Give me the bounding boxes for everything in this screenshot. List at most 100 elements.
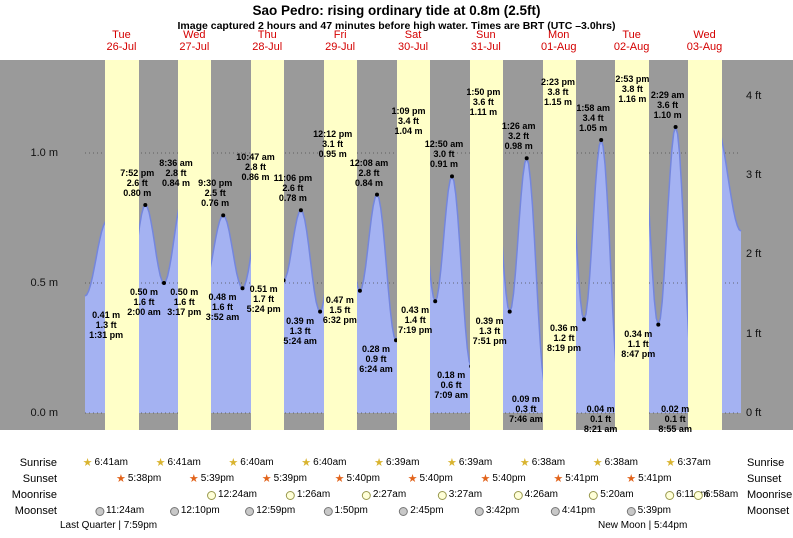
low-tide-annotation: 0.36 m 1.2 ft 8:19 pm (546, 323, 582, 354)
day-band (178, 60, 212, 430)
moon-phase-note-left: Last Quarter | 7:59pm (60, 520, 158, 531)
moonrise-time: 5:20am (589, 489, 634, 501)
sunrise-time: ★ 6:41am (155, 456, 201, 469)
moonrise-icon (437, 490, 447, 500)
sunrise-star-icon: ★ (446, 456, 457, 469)
day-band (251, 60, 285, 430)
moonset-icon (474, 506, 484, 516)
high-tide-annotation: 9:30 pm 2.5 ft 0.76 m (198, 178, 233, 209)
moonset-icon (323, 506, 333, 516)
sunrise-time: ★ 6:39am (446, 456, 493, 469)
day-label: Mon 01-Aug (541, 29, 577, 53)
moonset-icon (626, 506, 636, 516)
high-tide-annotation: 11:06 pm 2.6 ft 0.78 m (273, 173, 313, 204)
moonrise-time: 4:26am (513, 489, 558, 501)
low-tide-annotation: 0.41 m 1.3 ft 1:31 pm (89, 310, 124, 341)
day-label: Fri 29-Jul (325, 29, 356, 53)
almanac-row-label-sunset: Sunset (22, 473, 57, 485)
sunset-time: ★ 5:40pm (334, 472, 380, 485)
moonset-icon (399, 506, 409, 516)
sunrise-star-icon: ★ (228, 456, 239, 469)
day-band (688, 60, 722, 430)
y-axis-label-feet: 3 ft (746, 169, 762, 182)
almanac-row-label-sunrise: Sunrise (19, 457, 57, 469)
high-tide-annotation: 1:50 pm 3.6 ft 1.11 m (466, 87, 501, 118)
high-tide-dot (298, 208, 303, 213)
high-tide-dot (450, 174, 454, 179)
sunset-star-icon: ★ (261, 472, 272, 485)
sunset-time: ★ 5:41pm (626, 472, 672, 485)
sunrise-star-icon: ★ (374, 456, 385, 469)
day-label: Tue 02-Aug (613, 29, 650, 53)
high-tide-annotation: 12:12 pm 3.1 ft 0.95 m (313, 129, 353, 159)
high-tide-dot (221, 213, 226, 218)
moonrise-icon (665, 490, 675, 500)
low-tide-dot (433, 299, 438, 304)
low-tide-annotation: 0.18 m 0.6 ft 7:09 am (434, 370, 468, 401)
low-tide-annotation: 0.50 m 1.6 ft 2:00 am (127, 287, 161, 317)
almanac-row-label-moonrise: Moonrise (11, 489, 57, 501)
sunrise-star-icon: ★ (82, 456, 93, 469)
y-axis-label-feet: 1 ft (746, 327, 762, 340)
day-band (396, 60, 431, 430)
low-tide-annotation: 0.34 m 1.1 ft 8:47 pm (621, 328, 656, 359)
low-tide-annotation: 0.39 m 1.3 ft 5:24 am (283, 315, 317, 346)
high-tide-annotation: 1:26 am 3.2 ft 0.98 m (501, 121, 536, 152)
moonrise-time: 3:27am (437, 489, 482, 501)
high-tide-annotation: 2:23 pm 3.8 ft 1.15 m (540, 77, 576, 107)
low-tide-dot (318, 309, 323, 314)
low-tide-dot (240, 286, 245, 291)
high-tide-annotation: 10:47 am 2.8 ft 0.86 m (236, 152, 275, 183)
day-label: Wed 03-Aug (686, 29, 723, 53)
y-axis-label-meters: 0.0 m (30, 407, 58, 419)
almanac-row-label-sunrise: Sunrise (747, 457, 785, 469)
sunrise-time: ★ 6:40am (301, 456, 347, 469)
low-tide-dot (507, 309, 512, 314)
moonrise-time: 6:58am (693, 489, 738, 501)
sunset-star-icon: ★ (115, 472, 126, 485)
day-band (615, 60, 649, 430)
sunset-star-icon: ★ (334, 472, 345, 485)
moonset-time: 5:39pm (626, 505, 671, 517)
moonset-time: 3:42pm (474, 505, 519, 517)
sunrise-star-icon: ★ (592, 456, 603, 469)
day-label: Tue 26-Jul (106, 29, 137, 53)
moonrise-time: 12:24am (207, 489, 257, 501)
sunrise-time: ★ 6:37am (665, 456, 711, 469)
sunrise-time: ★ 6:40am (228, 456, 274, 469)
moonset-time: 2:45pm (399, 505, 444, 517)
high-tide-annotation: 1:58 am 3.4 ft 1.05 m (576, 103, 610, 133)
y-axis-label-feet: 2 ft (746, 248, 762, 261)
sunrise-star-icon: ★ (519, 456, 530, 469)
low-tide-annotation: 0.48 m 1.6 ft 3:52 am (205, 292, 240, 323)
moonset-time: 11:24am (95, 505, 144, 517)
sunset-time: ★ 5:38pm (115, 472, 162, 485)
almanac-row-label-moonrise: Moonrise (747, 489, 793, 501)
moonrise-icon (361, 490, 371, 500)
almanac-row-label-sunset: Sunset (747, 473, 782, 485)
moonset-icon (550, 506, 560, 516)
moonset-time: 4:41pm (550, 505, 595, 517)
low-tide-annotation: 0.09 m 0.3 ft 7:46 am (509, 393, 543, 424)
high-tide-annotation: 2:53 pm 3.8 ft 1.16 m (615, 74, 650, 105)
moon-phase-note-right: New Moon | 5:44pm (598, 520, 688, 531)
day-label: Thu 28-Jul (252, 29, 283, 53)
sunset-star-icon: ★ (480, 472, 491, 485)
low-tide-annotation: 0.47 m 1.5 ft 6:32 pm (322, 294, 357, 325)
low-tide-annotation: 0.04 m 0.1 ft 8:21 am (583, 404, 618, 434)
low-tide-dot (162, 281, 166, 285)
high-tide-annotation: 1:09 pm 3.4 ft 1.04 m (391, 105, 426, 136)
sunrise-star-icon: ★ (155, 456, 166, 469)
sunrise-time: ★ 6:41am (82, 456, 128, 469)
y-axis-label-feet: 4 ft (746, 90, 762, 103)
moonset-time: 1:50pm (323, 505, 368, 517)
low-tide-annotation: 0.43 m 1.4 ft 7:19 pm (398, 305, 433, 336)
sunset-star-icon: ★ (626, 472, 637, 485)
chart-title: Sao Pedro: rising ordinary tide at 0.8m … (252, 3, 541, 18)
low-tide-annotation: 0.39 m 1.3 ft 7:51 pm (472, 315, 507, 346)
sunset-time: ★ 5:40pm (407, 472, 453, 485)
day-band (469, 60, 504, 430)
high-tide-annotation: 7:52 pm 2.6 ft 0.80 m (120, 168, 155, 198)
moonset-time: 12:59pm (245, 505, 295, 517)
high-tide-dot (673, 125, 678, 129)
